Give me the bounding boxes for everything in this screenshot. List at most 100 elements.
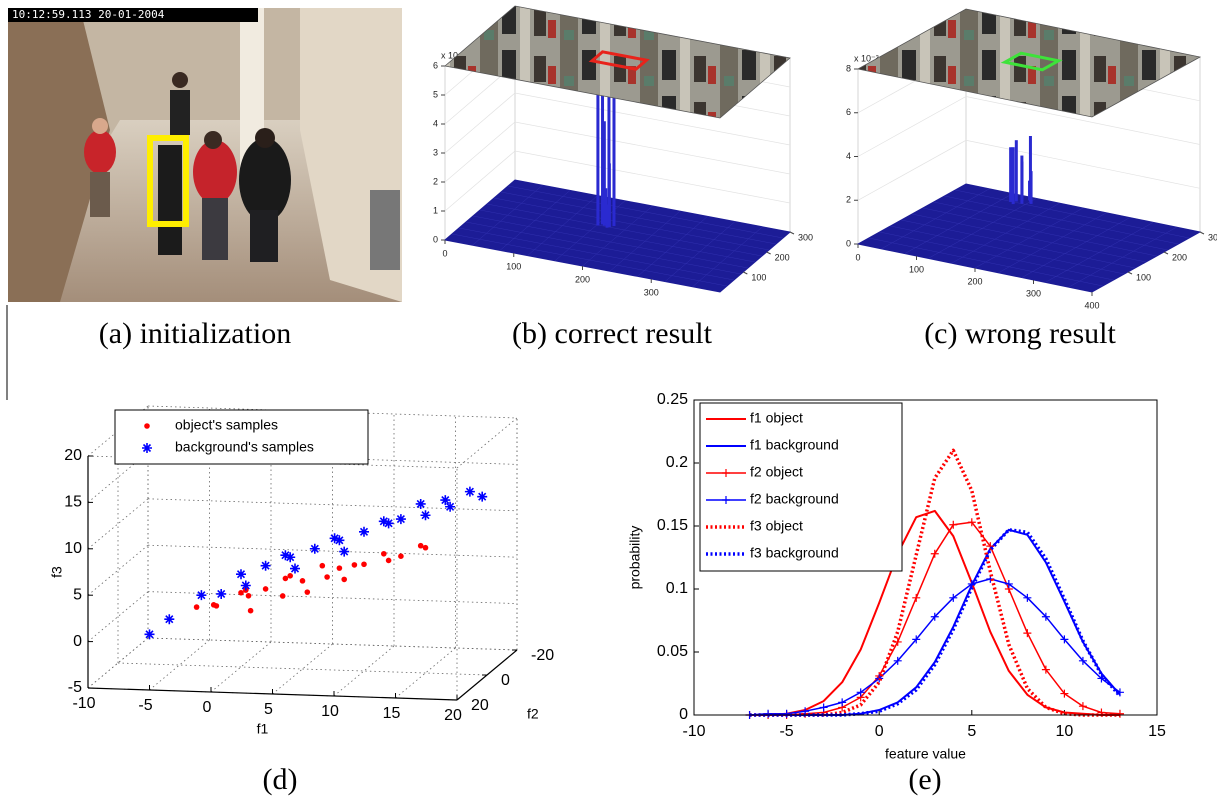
scatter-point [285,552,295,562]
grid-line [148,638,517,650]
scatter-point [310,544,320,554]
scatter-point [283,576,289,582]
y-tick-label: 100 [751,272,766,282]
x-tick-label: 100 [506,261,521,271]
image-plane [445,6,790,118]
scatter-point [386,558,392,564]
scatter-point [361,561,367,567]
scatter-point [381,551,387,557]
x-axis-label: feature value [885,746,966,762]
z-tick-label: 0 [433,234,438,244]
x-tick-label: 10 [321,703,339,720]
legend-label: background's samples [175,439,314,455]
photo-person [250,210,278,262]
grid-line [148,545,517,557]
x-tick-label: 15 [383,705,401,722]
scatter-point [477,492,487,502]
grid-line [118,663,487,675]
scatter-point [196,590,206,600]
scatter-point [352,562,358,568]
y-tick [743,272,747,274]
grid-line [445,122,790,182]
z-tick-label: 5 [433,89,438,99]
page: { "panel_a": {"timestamp": "10:12:59.113… [0,0,1217,807]
scatter-point [334,535,344,545]
x-tick-label: 20 [444,707,462,724]
x-tick-label: -5 [138,697,152,714]
grid-line [150,640,210,690]
timestamp: 10:12:59.113 20-01-2004 [12,8,165,21]
z-tick-label: 6 [846,107,851,117]
photo-person [193,140,237,204]
scatter-point [445,502,455,512]
scatter-point [287,573,293,579]
scatter-point [211,602,217,608]
y-tick-label: 20 [471,697,489,714]
z-tick-label: 10 [64,540,82,557]
x-tick-label: 0 [875,723,884,740]
z-tick-label: 3 [433,147,438,157]
photo-person [255,128,275,148]
photo-person [92,118,108,134]
scatter-point [465,487,475,497]
y-tick-label: 300 [798,232,813,242]
z-tick-label: 4 [846,151,851,161]
photo-person [172,72,188,88]
caption: (d) [263,763,298,796]
scatter-point [300,578,306,584]
x-tick-label: 5 [967,723,976,740]
z-tick-label: 2 [846,195,851,205]
z-tick-label: 0 [846,238,851,248]
y-tick-label: 100 [1136,272,1151,282]
scatter-point [339,547,349,557]
z-tick-label: 4 [433,118,438,128]
legend-label: f2 object [750,464,803,480]
x-tick-label: 100 [909,264,924,274]
z-tick-label: 0 [73,633,82,650]
y-tick-label: 200 [1172,252,1187,262]
scatter-point [305,589,311,595]
x-tick-label: 15 [1148,723,1166,740]
x-tick-label: 200 [967,276,982,286]
legend-label: f2 background [750,491,839,507]
x-tick-label: 5 [264,701,273,718]
photo-person [158,145,182,255]
scatter-point [324,574,330,580]
grid-line [396,648,456,698]
x-tick-label: -5 [779,723,793,740]
scatter-point [248,608,254,614]
y-tick [1164,252,1168,254]
scatter-point [384,518,394,528]
z-tick-label: 1 [433,205,438,215]
y-tick-label: 0.2 [666,454,688,471]
scatter-point [145,629,155,639]
x-tick-label: 300 [1026,288,1041,298]
z-tick-label: 5 [73,586,82,603]
y-tick-label: -20 [531,647,554,664]
x-tick-label: 200 [575,274,590,284]
scatter-point [280,593,286,599]
y-tick-label: 0.25 [657,391,688,408]
y-tick-label: 0.05 [657,643,688,660]
legend-label: object's samples [175,417,278,433]
scatter-point [194,604,200,610]
grid-line [334,646,394,696]
x-tick-label: -10 [682,723,705,740]
grid-line [211,642,271,692]
z-tick-label: 8 [846,63,851,73]
caption: (a) initialization [99,317,291,350]
x-tick-label: 300 [644,287,659,297]
x-tick-label: 400 [1084,300,1099,310]
grid-line [88,545,148,595]
y-tick-label: 200 [775,252,790,262]
x-tick-label: -10 [72,695,95,712]
scatter-point [337,565,343,571]
scatter-point [320,563,326,569]
scatter-point [398,553,404,559]
y-axis-label: f2 [527,706,539,722]
image-plane [858,9,1200,117]
y-axis-label: probability [627,526,643,590]
legend-label: f1 background [750,437,839,453]
z-tick-label: 2 [433,176,438,186]
caption: (e) [908,763,941,796]
